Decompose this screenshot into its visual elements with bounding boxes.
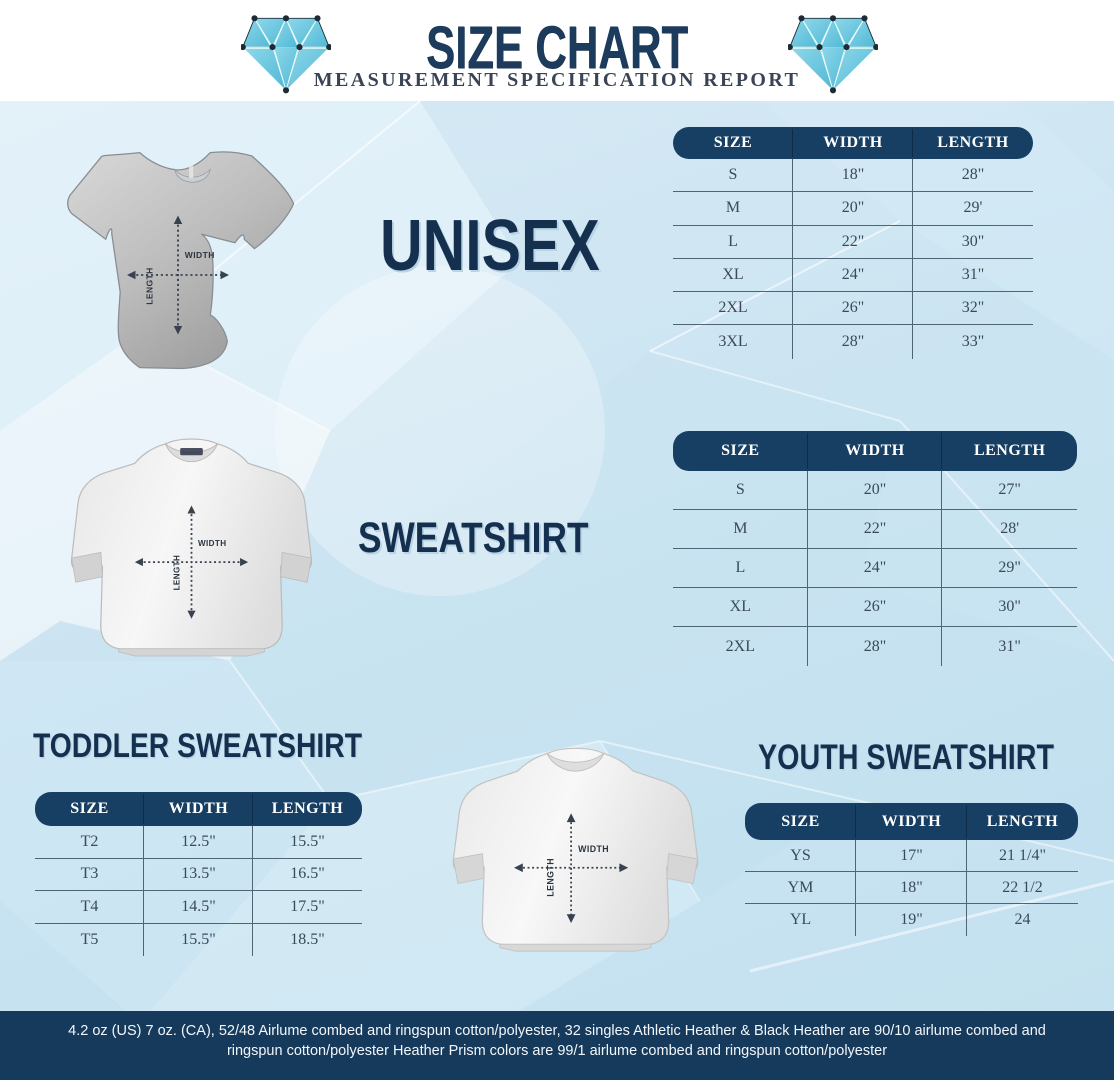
svg-text:LENGTH: LENGTH <box>145 267 155 305</box>
svg-text:WIDTH: WIDTH <box>198 539 227 548</box>
svg-text:WIDTH: WIDTH <box>578 844 609 854</box>
svg-text:WIDTH: WIDTH <box>185 250 215 260</box>
svg-text:LENGTH: LENGTH <box>172 555 181 591</box>
svg-text:LENGTH: LENGTH <box>546 858 556 897</box>
